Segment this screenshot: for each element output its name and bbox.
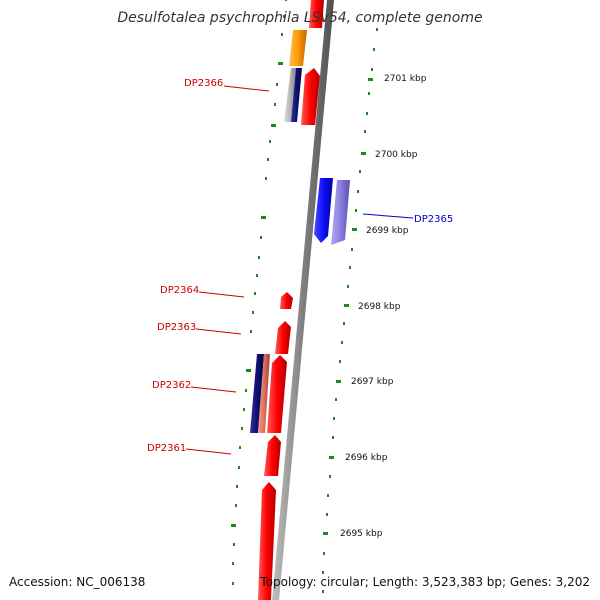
gene-label[interactable]: DP2363 [157, 322, 196, 333]
gene-arrow[interactable] [258, 482, 276, 600]
kbp-label: 2697 kbp [351, 377, 394, 387]
gene-arrow-DP2364[interactable] [280, 292, 293, 309]
gene-arrow[interactable] [301, 68, 320, 125]
kbp-label: 2698 kbp [358, 302, 401, 312]
gene-arrow[interactable] [250, 354, 264, 433]
kbp-label: 2695 kbp [340, 529, 383, 539]
genome-summary-text: Topology: circular; Length: 3,523,383 bp… [260, 575, 590, 589]
gene-arrow[interactable] [309, 0, 324, 28]
map-title: Desulfotalea psychrophila LSv54, complet… [117, 10, 483, 26]
label-leaders [185, 85, 414, 455]
gene-label[interactable]: DP2366 [184, 78, 223, 89]
gene-arrow-DP2363[interactable] [275, 321, 291, 354]
gene-label[interactable]: DP2365 [414, 214, 453, 225]
kbp-label: 2701 kbp [384, 74, 427, 84]
genome-backbone [272, 0, 334, 600]
kbp-label: 2696 kbp [345, 453, 388, 463]
outer-tick-ring [322, 28, 378, 593]
gene-label[interactable]: DP2364 [160, 285, 199, 296]
gene-arrow-DP2366[interactable] [291, 68, 302, 122]
kbp-label: 2700 kbp [375, 150, 418, 160]
gene-arrow-DP2362[interactable] [267, 355, 287, 433]
gene-arrow[interactable] [331, 180, 350, 245]
gene-arrow-DP2365[interactable] [314, 178, 333, 243]
gene-arrow[interactable] [284, 68, 296, 122]
gene-label[interactable]: DP2362 [152, 380, 191, 391]
kbp-label: 2699 kbp [366, 226, 409, 236]
accession-text: Accession: NC_006138 [9, 575, 146, 589]
gene-arrow[interactable] [258, 354, 270, 433]
gene-arrow[interactable] [289, 30, 307, 66]
inner-tick-ring [231, 0, 287, 585]
gene-arrow-DP2361[interactable] [264, 435, 281, 476]
gene-label[interactable]: DP2361 [147, 443, 186, 454]
